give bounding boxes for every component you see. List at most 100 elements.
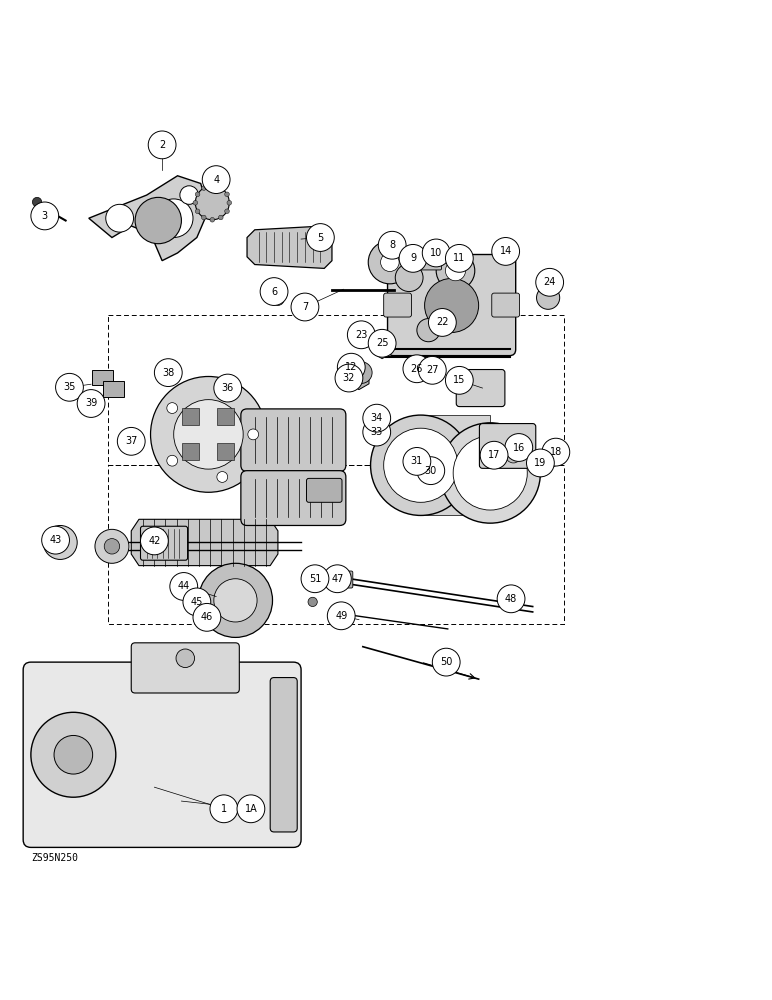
Circle shape — [363, 404, 391, 432]
Circle shape — [327, 602, 355, 630]
Circle shape — [291, 293, 319, 321]
Circle shape — [537, 286, 560, 309]
Circle shape — [104, 539, 120, 554]
FancyBboxPatch shape — [131, 643, 239, 693]
FancyBboxPatch shape — [492, 293, 520, 317]
Circle shape — [193, 200, 198, 205]
Text: 1A: 1A — [245, 804, 257, 814]
Circle shape — [218, 186, 223, 190]
Text: 50: 50 — [440, 657, 452, 667]
Text: 14: 14 — [499, 246, 512, 256]
Text: 23: 23 — [355, 330, 367, 340]
Circle shape — [260, 278, 288, 305]
Text: 18: 18 — [550, 447, 562, 457]
Text: 42: 42 — [148, 536, 161, 546]
Text: 26: 26 — [411, 364, 423, 374]
Circle shape — [31, 202, 59, 230]
Circle shape — [453, 436, 527, 510]
FancyBboxPatch shape — [218, 443, 235, 460]
Circle shape — [106, 204, 134, 232]
Text: 46: 46 — [201, 612, 213, 622]
Text: 51: 51 — [309, 574, 321, 584]
Text: 16: 16 — [513, 443, 525, 453]
FancyBboxPatch shape — [479, 424, 536, 468]
FancyBboxPatch shape — [141, 526, 188, 560]
Circle shape — [218, 215, 223, 220]
Text: 35: 35 — [63, 382, 76, 392]
Circle shape — [536, 268, 564, 296]
Text: 38: 38 — [162, 368, 174, 378]
FancyBboxPatch shape — [182, 443, 199, 460]
Text: 36: 36 — [222, 383, 234, 393]
PathPatch shape — [89, 176, 208, 261]
Circle shape — [227, 200, 232, 205]
Circle shape — [363, 418, 391, 446]
Circle shape — [335, 364, 363, 392]
Circle shape — [337, 353, 365, 381]
Circle shape — [117, 427, 145, 455]
Text: ZS95N250: ZS95N250 — [31, 853, 78, 863]
Circle shape — [368, 329, 396, 357]
FancyBboxPatch shape — [270, 678, 297, 832]
Circle shape — [141, 527, 168, 555]
Circle shape — [203, 607, 214, 617]
Circle shape — [440, 423, 540, 523]
Circle shape — [308, 573, 317, 582]
Text: 25: 25 — [376, 338, 388, 348]
Circle shape — [308, 597, 317, 607]
Circle shape — [198, 563, 273, 637]
Text: 33: 33 — [371, 427, 383, 437]
FancyBboxPatch shape — [456, 370, 505, 407]
Circle shape — [52, 535, 68, 550]
Text: 22: 22 — [436, 317, 449, 327]
Text: 44: 44 — [178, 581, 190, 591]
Circle shape — [542, 438, 570, 466]
Circle shape — [217, 386, 228, 397]
Circle shape — [497, 585, 525, 613]
Circle shape — [403, 448, 431, 475]
Circle shape — [306, 224, 334, 251]
Text: 6: 6 — [271, 287, 277, 297]
Circle shape — [43, 525, 77, 559]
FancyBboxPatch shape — [384, 293, 411, 317]
Circle shape — [350, 362, 372, 383]
Circle shape — [195, 192, 200, 197]
Text: 17: 17 — [488, 450, 500, 460]
FancyBboxPatch shape — [421, 415, 490, 515]
Circle shape — [225, 209, 229, 214]
Circle shape — [56, 373, 83, 401]
FancyBboxPatch shape — [182, 408, 199, 425]
Circle shape — [301, 565, 329, 593]
Circle shape — [237, 795, 265, 823]
Text: 2: 2 — [159, 140, 165, 150]
Circle shape — [403, 355, 431, 383]
Circle shape — [505, 434, 533, 461]
FancyBboxPatch shape — [330, 571, 353, 588]
Text: 12: 12 — [345, 362, 357, 372]
Text: 47: 47 — [331, 574, 344, 584]
Circle shape — [225, 192, 229, 197]
FancyBboxPatch shape — [218, 408, 235, 425]
Circle shape — [201, 186, 206, 190]
Text: 24: 24 — [543, 277, 556, 287]
Circle shape — [167, 455, 178, 466]
Text: 19: 19 — [534, 458, 547, 468]
Circle shape — [381, 253, 399, 271]
Text: 1: 1 — [221, 804, 227, 814]
Circle shape — [347, 321, 375, 349]
Circle shape — [214, 374, 242, 402]
PathPatch shape — [247, 226, 332, 268]
Text: 48: 48 — [505, 594, 517, 604]
Circle shape — [148, 131, 176, 159]
Circle shape — [417, 457, 445, 485]
Text: 15: 15 — [453, 375, 466, 385]
Circle shape — [527, 449, 554, 477]
Circle shape — [77, 390, 105, 417]
Circle shape — [368, 241, 411, 284]
Text: 30: 30 — [425, 466, 437, 476]
Circle shape — [445, 244, 473, 272]
Text: 45: 45 — [191, 597, 203, 607]
FancyBboxPatch shape — [103, 381, 124, 397]
Circle shape — [210, 183, 215, 188]
Text: 3: 3 — [42, 211, 48, 221]
